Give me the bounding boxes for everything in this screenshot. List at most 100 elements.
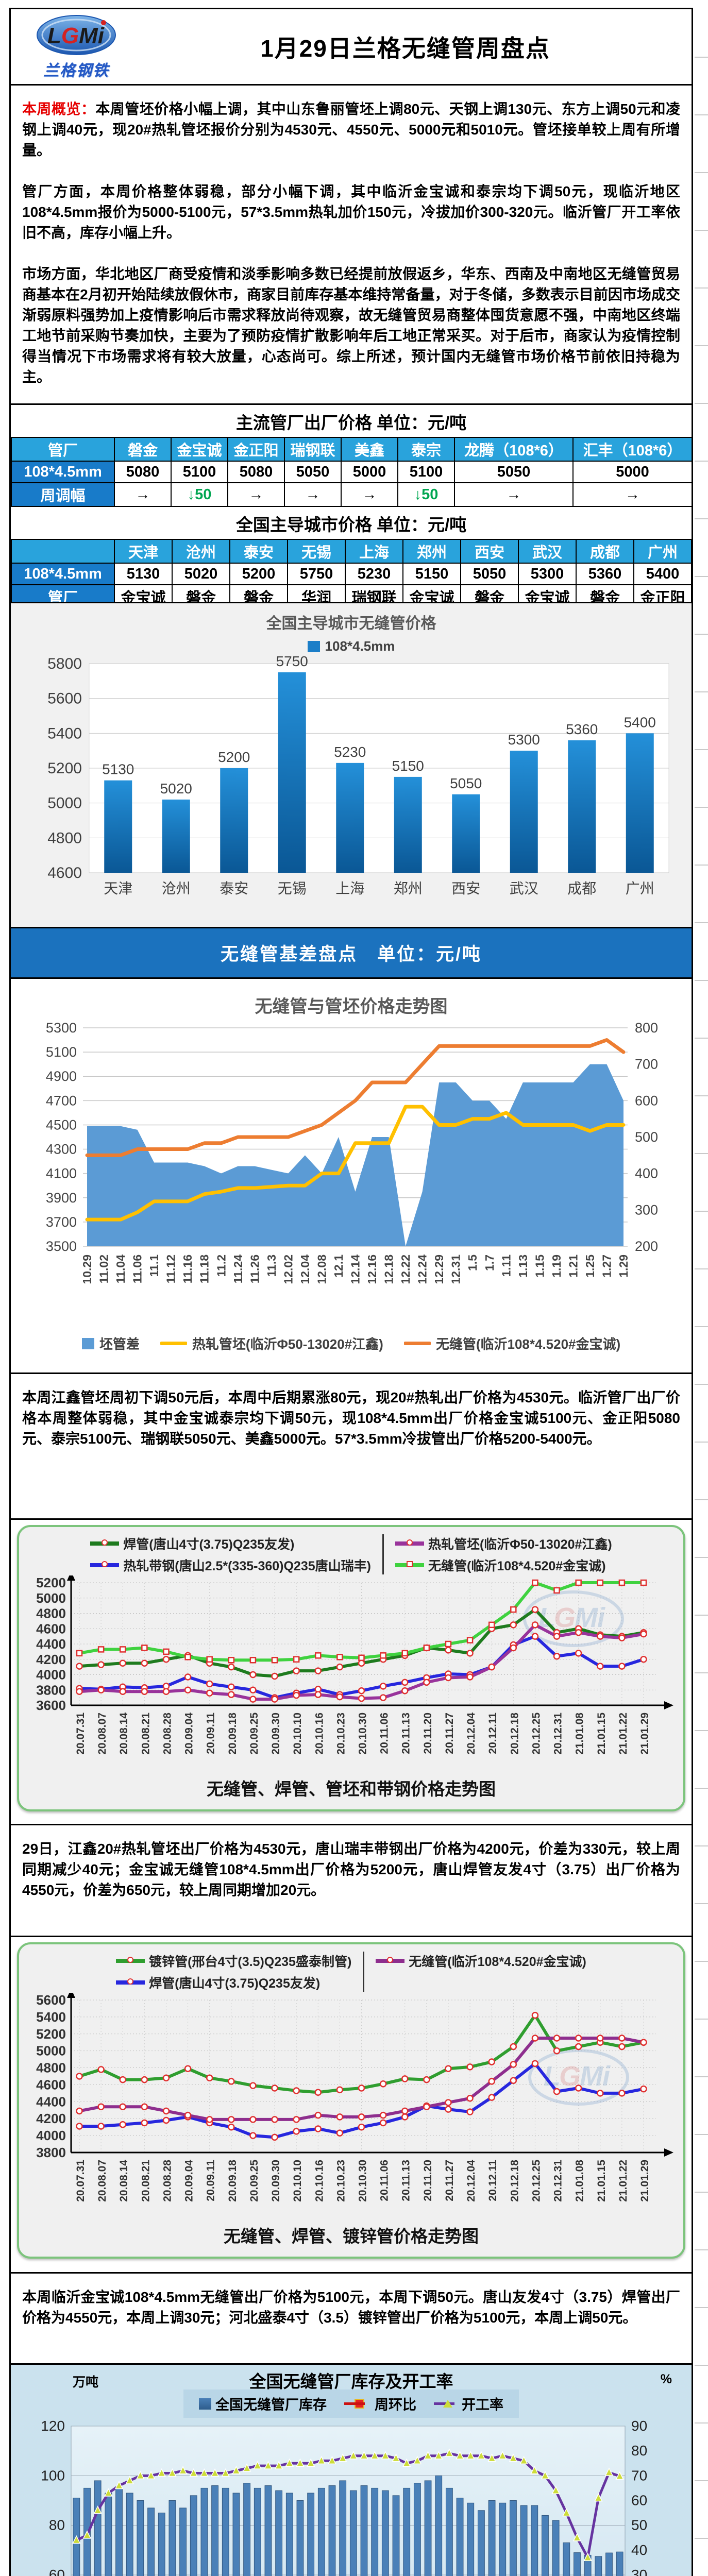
svg-text:武汉: 武汉 [510, 880, 538, 896]
svg-text:12.18: 12.18 [382, 1255, 396, 1284]
svg-text:4800: 4800 [36, 1606, 66, 1621]
svg-text:4600: 4600 [36, 2077, 66, 2092]
national-inventory-title: 全国无缝管厂库存及开工率 [249, 2372, 453, 2391]
four-trend-box: 焊管(唐山4寸(3.75)Q235友发) 热轧带钢(唐山2.5*(335-360)… [17, 1525, 685, 1811]
svg-text:20.11.13: 20.11.13 [400, 2160, 412, 2201]
svg-text:11.18: 11.18 [198, 1255, 211, 1283]
svg-text:120: 120 [41, 2420, 65, 2434]
national-inventory-chart: 020406080100120(30)(20)(10)0102030405060… [41, 2420, 647, 2576]
svg-text:5200: 5200 [47, 760, 82, 777]
legend-item: 热轧管坯(临沂Φ50-13020#江鑫) [160, 1334, 383, 1353]
svg-text:郑州: 郑州 [394, 880, 423, 896]
change-cell: ↓50 [171, 482, 228, 507]
legend-swatch-icon [116, 1957, 145, 1963]
basis-banner: 无缝管基差盘点 单位：元/吨 [11, 927, 692, 977]
svg-text:20.12.11: 20.12.11 [487, 2160, 499, 2201]
svg-text:12.22: 12.22 [399, 1255, 412, 1284]
svg-text:5020: 5020 [160, 781, 192, 796]
svg-text:20.09.30: 20.09.30 [270, 1713, 282, 1755]
svg-text:20.10.23: 20.10.23 [335, 2160, 347, 2202]
svg-text:4400: 4400 [36, 2094, 66, 2109]
svg-text:4700: 4700 [46, 1093, 77, 1108]
svg-text:12.1: 12.1 [332, 1255, 345, 1278]
city-price-table: 天津 沧州 泰安 无锡 上海 郑州 西安 武汉 成都 广州 108*4.5mm 5130 5020 520… [11, 539, 692, 602]
svg-text:广州: 广州 [626, 880, 654, 896]
svg-text:12.29: 12.29 [432, 1255, 446, 1284]
strip-note-section: 29日，江鑫20#热轧管坯出厂价格为4530元，唐山瑞丰带钢出厂价格为4200元… [11, 1824, 692, 1936]
legend-swatch-icon [116, 1978, 145, 1985]
price-cell: 5100 [171, 461, 228, 483]
svg-text:天津: 天津 [104, 880, 132, 896]
svg-text:20.11.06: 20.11.06 [379, 2160, 391, 2201]
svg-text:4800: 4800 [36, 2060, 66, 2076]
column-header: 龙腾（108*6） [454, 437, 574, 462]
svg-text:70: 70 [631, 2467, 647, 2483]
change-cell: → [341, 482, 398, 507]
svg-text:20.09.30: 20.09.30 [270, 2160, 282, 2202]
report-frame: LGMi 兰格钢铁 1月29日兰格无缝管周盘点 本周概览：本周管坯价格小幅上调，… [9, 8, 693, 2576]
column-header: 金正阳 [227, 437, 285, 462]
svg-text:1.7: 1.7 [483, 1255, 496, 1271]
svg-text:5300: 5300 [46, 1020, 77, 1036]
change-cell: → [284, 482, 342, 507]
svg-text:11.26: 11.26 [248, 1255, 261, 1283]
svg-text:1.19: 1.19 [550, 1255, 563, 1278]
svg-text:4000: 4000 [36, 2128, 66, 2143]
svg-text:5100: 5100 [46, 1044, 77, 1060]
svg-text:21.01.29: 21.01.29 [639, 1713, 651, 1755]
svg-text:M: M [580, 2061, 603, 2092]
column-header: 泰宗 [397, 437, 455, 462]
svg-text:20.12.25: 20.12.25 [530, 1713, 542, 1755]
svg-text:20.09.04: 20.09.04 [183, 1713, 195, 1755]
svg-text:1.13: 1.13 [516, 1255, 530, 1278]
svg-text:20.12.11: 20.12.11 [487, 1713, 499, 1754]
svg-text:4000: 4000 [36, 1667, 66, 1683]
svg-text:1.11: 1.11 [499, 1255, 513, 1277]
billet-note-section: 本周江鑫管坯周初下调50元后，本周中后期累涨80元，现20#热轧出厂价格为453… [11, 1372, 692, 1518]
legend-item: 无缝管(临沂108*4.520#金宝诚) [376, 1952, 586, 1970]
svg-text:5750: 5750 [276, 656, 308, 669]
svg-text:1.21: 1.21 [566, 1255, 580, 1278]
legend-item: 全国无缝管厂库存 [199, 2394, 327, 2414]
right-unit-label: % [660, 2372, 672, 2386]
price-cell: 5080 [227, 461, 285, 483]
svg-text:11.2: 11.2 [214, 1255, 228, 1277]
legend-swatch-icon [403, 1342, 431, 1345]
svg-text:LGMi: LGMi [47, 23, 105, 48]
svg-text:G: G [554, 1602, 576, 1633]
svg-text:200: 200 [635, 1239, 658, 1254]
basis-trend-legend: 坯管差 热轧管坯(临沂Φ50-13020#江鑫) 无缝管(临沂108*4.520#金… [11, 1329, 692, 1355]
svg-text:300: 300 [635, 1202, 658, 1217]
svg-text:20.08.14: 20.08.14 [118, 2160, 130, 2202]
svg-text:30: 30 [631, 2567, 647, 2576]
legend-swatch-icon [395, 1539, 424, 1546]
svg-text:5050: 5050 [450, 775, 482, 791]
legend-item: 无缝管(临沂108*4.520#金宝诚) [395, 1556, 612, 1574]
svg-text:21.01.15: 21.01.15 [596, 2160, 608, 2202]
city-bar-chart-legend: 108*4.5mm [11, 633, 692, 656]
column-header: 磐金 [114, 437, 172, 462]
four-trend-section: 焊管(唐山4寸(3.75)Q235友发) 热轧带钢(唐山2.5*(335-360)… [11, 1518, 692, 1824]
svg-text:20.10.30: 20.10.30 [357, 2160, 369, 2202]
svg-text:20.12.18: 20.12.18 [509, 2160, 520, 2202]
price-cell: 5000 [572, 461, 692, 483]
legend-swatch-icon [376, 1957, 405, 1963]
svg-text:20.11.06: 20.11.06 [379, 1713, 391, 1754]
svg-text:20.10.10: 20.10.10 [292, 2160, 304, 2202]
svg-text:11.1: 11.1 [147, 1255, 161, 1277]
svg-text:20.10.10: 20.10.10 [292, 1713, 304, 1755]
galv-trend-legend: 镀锌管(邢台4寸(3.5)Q235盛泰制管) 焊管(唐山4寸(3.75)Q235友… [22, 1948, 680, 1993]
svg-text:i: i [602, 2061, 611, 2092]
svg-text:20.11.13: 20.11.13 [400, 1713, 412, 1754]
svg-text:20.12.04: 20.12.04 [465, 1713, 477, 1755]
spreadsheet-gutter [695, 0, 708, 2576]
galv-trend-caption: 无缝管、焊管、镀锌管价格走势图 [224, 2227, 479, 2246]
svg-text:800: 800 [635, 1020, 658, 1036]
left-unit-label: 万吨 [73, 2375, 99, 2389]
national-inventory-header: 万吨 全国无缝管厂库存及开工率 % [11, 2365, 692, 2391]
factory-price-table: 管厂 磐金 金宝诚 金正阳 瑞钢联 美鑫 泰宗 龙腾（108*6） 汇丰（108*6） 108*4… [11, 437, 692, 507]
svg-text:i: i [597, 1602, 605, 1633]
svg-text:700: 700 [635, 1057, 658, 1072]
